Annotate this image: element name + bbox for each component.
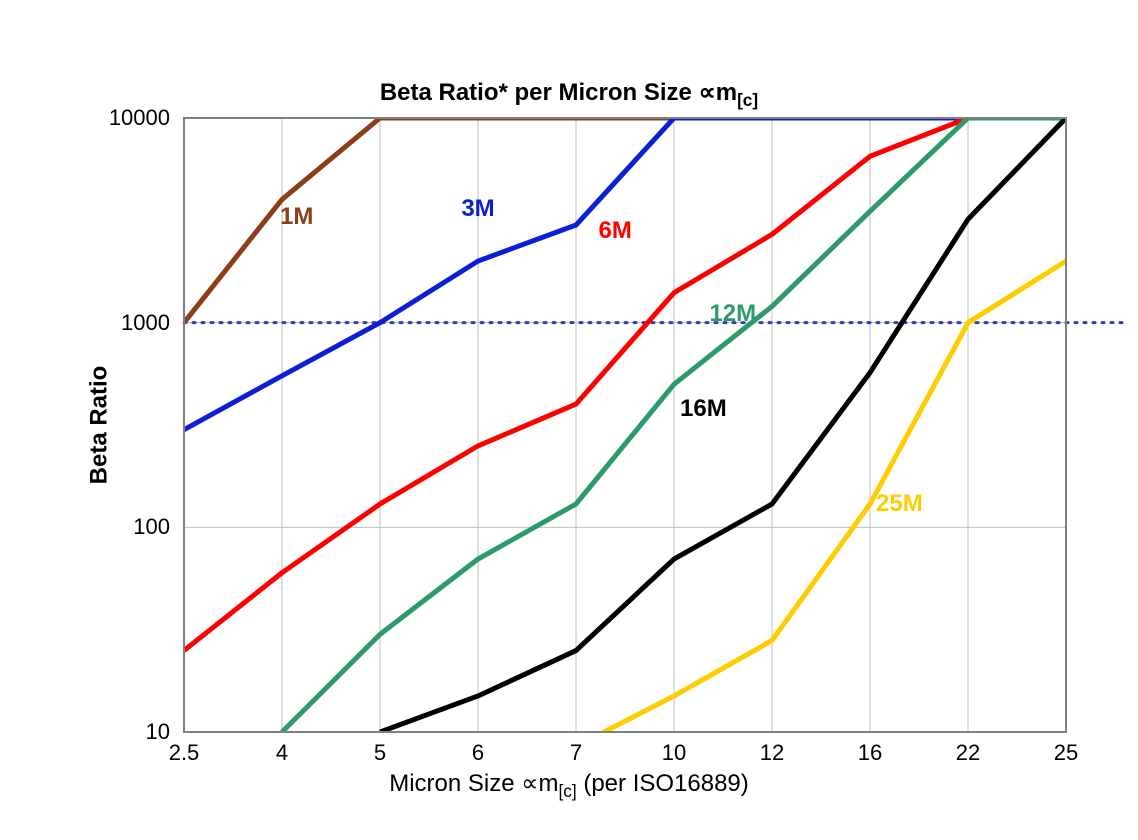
x-tick-label: 22 xyxy=(956,740,980,766)
plot-svg xyxy=(184,118,1126,732)
x-tick-label: 10 xyxy=(662,740,686,766)
series-label-1M: 1M xyxy=(280,203,313,231)
xlab-part-1: Micron Size xyxy=(389,770,521,797)
y-tick-label: 1000 xyxy=(121,310,170,336)
chart-stage: Beta Ratio* per Micron Size ∝m[c] Beta R… xyxy=(0,0,1138,840)
x-tick-label: 7 xyxy=(570,740,582,766)
x-tick-label: 4 xyxy=(276,740,288,766)
series-label-3M: 3M xyxy=(461,195,494,223)
title-part-1: Beta Ratio* per Micron Size xyxy=(380,79,699,106)
x-tick-label: 5 xyxy=(374,740,386,766)
y-tick-label: 100 xyxy=(133,514,170,540)
y-axis-title: Beta Ratio xyxy=(85,366,113,485)
x-tick-label: 2.5 xyxy=(169,740,200,766)
x-tick-label: 12 xyxy=(760,740,784,766)
x-tick-label: 16 xyxy=(858,740,882,766)
y-axis-title-wrap: Beta Ratio xyxy=(40,118,159,732)
title-sub: [c] xyxy=(737,90,758,110)
x-tick-label: 6 xyxy=(472,740,484,766)
x-axis-title: Micron Size ∝m[c] (per ISO16889) xyxy=(0,769,1138,802)
series-label-16M: 16M xyxy=(680,395,727,423)
plot-area xyxy=(184,118,1066,732)
xlab-tail: (per ISO16889) xyxy=(577,770,749,797)
y-tick-label: 10000 xyxy=(109,105,170,131)
xlab-infinity: ∝ xyxy=(521,770,538,797)
series-label-6M: 6M xyxy=(599,217,632,245)
series-label-25M: 25M xyxy=(876,490,923,518)
xlab-sub: [c] xyxy=(558,781,576,801)
x-tick-label: 25 xyxy=(1054,740,1078,766)
series-label-12M: 12M xyxy=(709,300,756,328)
xlab-m: m xyxy=(538,770,558,797)
y-tick-label: 10 xyxy=(146,719,170,745)
chart-title: Beta Ratio* per Micron Size ∝m[c] xyxy=(0,78,1138,111)
title-infinity: ∝ xyxy=(699,79,716,106)
title-m: m xyxy=(716,79,737,106)
